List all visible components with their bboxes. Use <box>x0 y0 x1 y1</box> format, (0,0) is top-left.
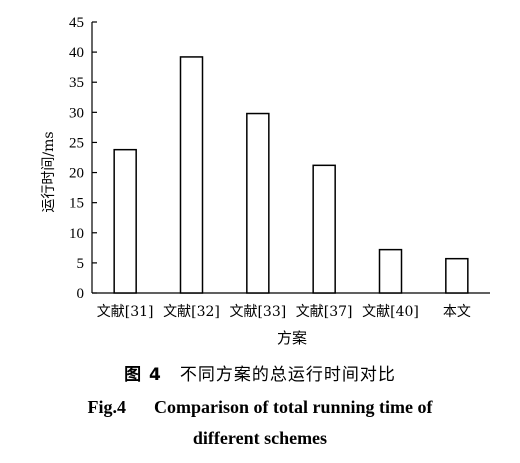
y-tick-label: 45 <box>69 15 84 31</box>
bar <box>378 248 403 294</box>
caption-chinese: 图 4 不同方案的总运行时间对比 <box>0 360 520 385</box>
caption-text-en-line2: different schemes <box>192 428 328 448</box>
figure-number-en: Fig.4 <box>87 397 127 417</box>
x-tick-label: 文献[31] <box>97 304 154 320</box>
y-tick-label: 25 <box>69 135 84 151</box>
y-tick-label: 5 <box>77 256 85 272</box>
x-tick-label: 本文 <box>443 304 471 320</box>
bar-chart: 0 5 10 15 20 25 30 35 40 45 文献[31] 文献[32] 文献[33] 文献[3… <box>41 15 490 347</box>
ticks: 0 5 10 15 20 25 30 35 40 45 文献[31] 文献[32] 文献[33] 文献[3… <box>69 15 471 320</box>
y-tick-label: 15 <box>69 196 84 212</box>
caption-text-cn: 不同方案的总运行时间对比 <box>179 365 396 385</box>
bar <box>246 112 270 294</box>
y-tick-label: 35 <box>69 75 84 91</box>
y-tick-label: 20 <box>69 166 84 182</box>
x-tick-label: 文献[37] <box>296 304 353 320</box>
bar <box>179 56 204 294</box>
x-tick-label: 文献[40] <box>362 304 419 320</box>
bar <box>312 164 336 294</box>
axes <box>91 22 490 294</box>
x-tick-label: 文献[32] <box>163 304 220 320</box>
figure-number-cn: 图 4 <box>124 365 162 385</box>
x-tick-label: 文献[33] <box>229 304 286 320</box>
y-tick-label: 10 <box>69 226 84 242</box>
caption-text-en-line1: Comparison of total running time of <box>154 397 433 417</box>
bar <box>445 257 469 294</box>
bars <box>113 56 469 294</box>
bar <box>113 148 137 294</box>
y-tick-label: 30 <box>69 105 84 121</box>
y-tick-label: 40 <box>69 45 84 61</box>
y-tick-label: 0 <box>77 286 85 302</box>
caption-english-line1: Fig.4 Comparison of total running time of <box>0 397 520 418</box>
y-axis-label: 运行时间/ms <box>41 131 57 212</box>
caption-english-line2: different schemes <box>0 428 520 449</box>
x-axis-label: 方案 <box>277 329 307 347</box>
